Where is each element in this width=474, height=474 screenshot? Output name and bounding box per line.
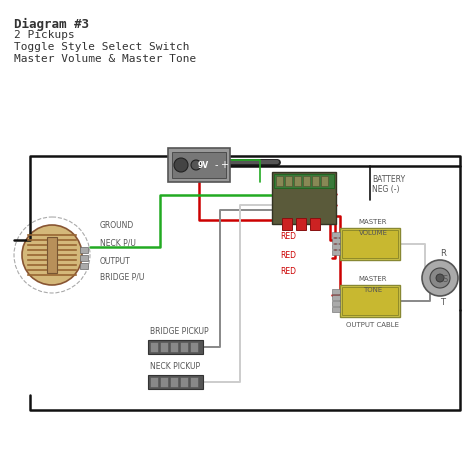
Text: NECK PICKUP: NECK PICKUP (150, 362, 200, 371)
Text: BRIDGE PICKUP: BRIDGE PICKUP (150, 327, 209, 336)
Text: 2 Pickups: 2 Pickups (14, 30, 75, 40)
FancyBboxPatch shape (180, 377, 188, 387)
FancyBboxPatch shape (342, 230, 398, 258)
Text: OUTPUT CABLE: OUTPUT CABLE (346, 322, 400, 328)
FancyBboxPatch shape (332, 289, 340, 294)
FancyBboxPatch shape (332, 295, 340, 300)
Text: 9V: 9V (198, 162, 209, 171)
Text: NECK P/U: NECK P/U (100, 238, 136, 247)
Text: VOLUME: VOLUME (358, 230, 388, 236)
Circle shape (191, 160, 201, 170)
FancyBboxPatch shape (332, 250, 340, 255)
FancyBboxPatch shape (80, 247, 88, 253)
Text: BATTERY
NEG (-): BATTERY NEG (-) (372, 175, 405, 194)
Text: Diagram #3: Diagram #3 (14, 18, 89, 31)
Circle shape (436, 274, 444, 282)
FancyBboxPatch shape (282, 218, 292, 230)
FancyBboxPatch shape (172, 152, 226, 178)
FancyBboxPatch shape (272, 172, 336, 224)
FancyBboxPatch shape (170, 377, 178, 387)
Text: RED: RED (280, 250, 296, 259)
FancyBboxPatch shape (340, 285, 400, 317)
Text: MASTER: MASTER (359, 276, 387, 282)
FancyBboxPatch shape (148, 375, 203, 389)
FancyBboxPatch shape (340, 228, 400, 260)
FancyBboxPatch shape (276, 176, 283, 186)
FancyBboxPatch shape (150, 377, 158, 387)
Circle shape (22, 225, 82, 285)
FancyBboxPatch shape (190, 342, 198, 352)
Text: TONE: TONE (364, 287, 383, 293)
Text: R: R (440, 249, 446, 258)
FancyBboxPatch shape (332, 232, 340, 237)
FancyBboxPatch shape (312, 176, 319, 186)
Text: GROUND: GROUND (100, 220, 134, 229)
Text: OUTPUT: OUTPUT (100, 256, 131, 265)
Circle shape (174, 158, 188, 172)
FancyBboxPatch shape (180, 342, 188, 352)
FancyBboxPatch shape (274, 174, 334, 188)
Text: -: - (214, 160, 218, 170)
FancyBboxPatch shape (160, 377, 168, 387)
FancyBboxPatch shape (80, 255, 88, 261)
FancyBboxPatch shape (148, 340, 203, 354)
FancyBboxPatch shape (332, 301, 340, 306)
Text: Master Volume & Master Tone: Master Volume & Master Tone (14, 54, 196, 64)
Circle shape (430, 268, 450, 288)
FancyBboxPatch shape (332, 307, 340, 312)
FancyBboxPatch shape (294, 176, 301, 186)
FancyBboxPatch shape (310, 218, 320, 230)
Circle shape (422, 260, 458, 296)
FancyBboxPatch shape (190, 377, 198, 387)
Text: Toggle Style Select Switch: Toggle Style Select Switch (14, 42, 190, 52)
Text: S: S (443, 274, 448, 283)
FancyBboxPatch shape (170, 342, 178, 352)
FancyBboxPatch shape (168, 148, 230, 182)
FancyBboxPatch shape (285, 176, 292, 186)
FancyBboxPatch shape (150, 342, 158, 352)
Text: BRIDGE P/U: BRIDGE P/U (100, 273, 145, 282)
Text: RED: RED (280, 267, 296, 276)
FancyBboxPatch shape (332, 244, 340, 249)
Text: T: T (440, 298, 446, 307)
FancyBboxPatch shape (160, 342, 168, 352)
FancyBboxPatch shape (47, 237, 57, 273)
FancyBboxPatch shape (303, 176, 310, 186)
FancyBboxPatch shape (296, 218, 306, 230)
FancyBboxPatch shape (80, 263, 88, 269)
FancyBboxPatch shape (342, 287, 398, 315)
Text: +: + (220, 160, 228, 170)
Text: RED: RED (280, 231, 296, 240)
Text: MASTER: MASTER (359, 219, 387, 225)
FancyBboxPatch shape (321, 176, 328, 186)
FancyBboxPatch shape (332, 238, 340, 243)
